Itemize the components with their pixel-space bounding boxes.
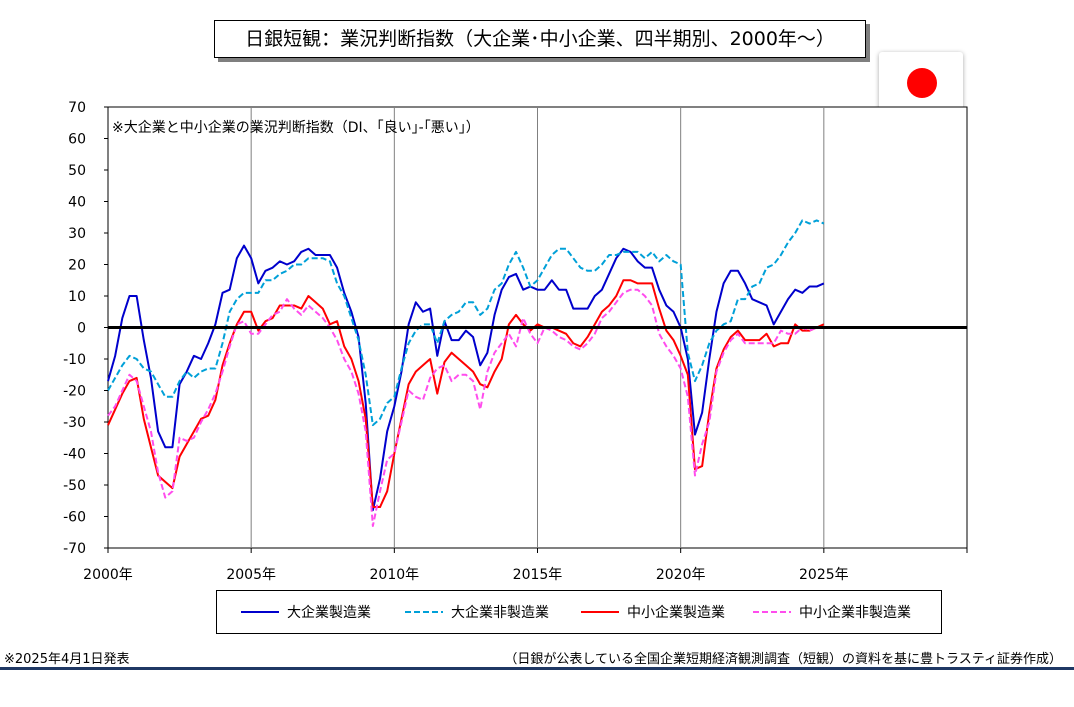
legend-label: 大企業製造業: [287, 605, 371, 621]
chart-title: 日銀短観：業況判断指数（大企業･中小企業、四半期別、2000年～）: [214, 20, 866, 58]
y-tick-label: 0: [77, 321, 86, 337]
legend-item-2: 大企業非製造業: [405, 591, 549, 633]
y-tick-label: -40: [63, 447, 86, 463]
legend-swatch: [753, 611, 791, 613]
y-tick-label: -70: [63, 541, 86, 557]
series-line-1: [107, 244, 825, 512]
series-line-3: [107, 279, 825, 509]
x-tick-label: 2010年: [370, 567, 420, 583]
flag-red-disc: [907, 68, 937, 98]
japan-flag-icon: [879, 52, 963, 114]
x-tick-label: 2005年: [226, 567, 276, 583]
x-axis-ticks: 2000年 2005年 2010年 2015年 2020年 2025年: [83, 548, 968, 583]
y-tick-label: -60: [63, 510, 86, 526]
x-tick-label: 2025年: [799, 567, 849, 583]
x-tick-label: 2000年: [83, 567, 133, 583]
y-tick-label: -20: [63, 384, 86, 400]
bottom-rule: [0, 667, 1074, 670]
y-tick-label: 30: [68, 226, 86, 242]
legend-label: 大企業非製造業: [451, 605, 549, 621]
legend-swatch: [405, 611, 443, 613]
y-tick-label: 60: [68, 132, 86, 148]
legend: 大企業製造業 大企業非製造業 中小企業製造業 中小企業非製造業: [216, 590, 942, 634]
source-note: （日銀が公表している全国企業短期経済観測調査（短観）の資料を基に豊トラスティ証券…: [504, 652, 1062, 667]
legend-label: 中小企業製造業: [627, 605, 725, 621]
y-tick-label: 40: [68, 195, 86, 211]
y-tick-label: 10: [68, 289, 86, 305]
legend-item-4: 中小企業非製造業: [753, 591, 911, 633]
series-line-4: [107, 288, 824, 527]
y-tick-label: 70: [68, 100, 86, 116]
y-tick-label: 20: [68, 258, 86, 274]
y-axis-ticks: 70 60 50 40 30 20 10 0 -10 -20 -30 -40 -50 -60 -70: [63, 100, 108, 557]
legend-swatch: [241, 611, 279, 613]
x-tick-label: 2015年: [513, 567, 563, 583]
line-chart: 70 60 50 40 30 20 10 0 -10 -20 -30 -40 -50 -60 -70 200…: [63, 100, 968, 583]
legend-item-1: 大企業製造業: [241, 591, 371, 633]
release-date-note: ※2025年4月1日発表: [4, 652, 130, 667]
y-tick-label: 50: [68, 163, 86, 179]
legend-swatch: [581, 611, 619, 613]
y-tick-label: -10: [63, 352, 86, 368]
y-tick-label: -30: [63, 415, 86, 431]
legend-item-3: 中小企業製造業: [581, 591, 725, 633]
series-lines: [107, 219, 825, 527]
y-tick-label: -50: [63, 478, 86, 494]
chart-annotation: ※大企業と中小企業の業況判断指数（DI、｢良い｣-｢悪い｣）: [112, 119, 480, 136]
legend-label: 中小企業非製造業: [799, 605, 911, 621]
x-tick-label: 2020年: [656, 567, 706, 583]
